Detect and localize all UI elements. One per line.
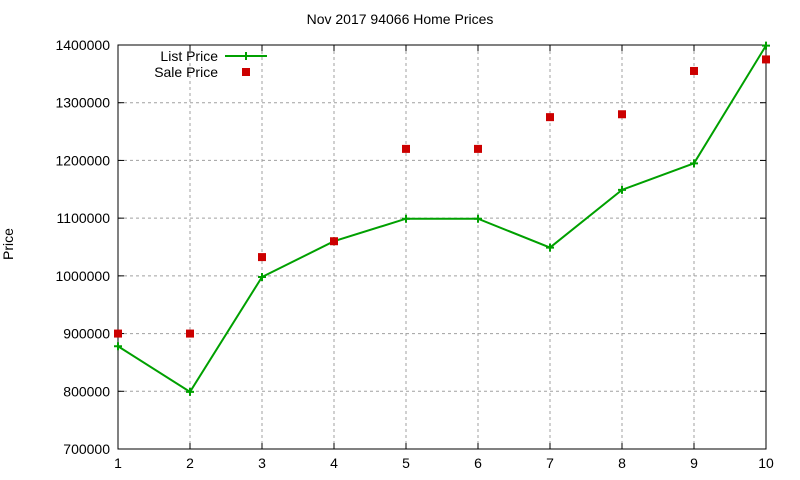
x-tick-label: 6 [474,455,482,471]
x-tick-label: 8 [618,455,626,471]
legend-cross-swatch [242,52,250,60]
y-tick-label: 900000 [63,326,110,342]
x-tick-label: 10 [758,455,774,471]
sale-price-marker [690,66,698,75]
list-price-marker [258,273,266,282]
y-tick-label: 1400000 [55,37,110,53]
list-price-marker [762,41,770,50]
sale-price-marker [618,110,626,119]
sale-price-marker [114,329,122,338]
x-tick-label: 4 [330,455,338,471]
sale-price-marker [330,237,338,246]
list-price-line [117,45,767,394]
sale-price-marker [402,144,410,153]
x-tick-label: 9 [690,455,698,471]
list-price-marker [186,387,194,396]
x-tick-label: 5 [402,455,410,471]
sale-price-marker [258,253,266,262]
y-tick-label: 1300000 [55,95,110,111]
y-tick-label: 1200000 [55,152,110,168]
list-price-marker [402,214,410,223]
chart-title: Nov 2017 94066 Home Prices [306,11,494,27]
sale-price-marker [474,144,482,153]
legend-label: Sale Price [154,64,218,80]
axes [117,44,767,450]
legend-label: List Price [160,48,218,64]
x-tick-label: 1 [114,455,122,471]
sale-price-marker [186,329,194,338]
x-tick-label: 3 [258,455,266,471]
list-price-marker [114,342,122,351]
grid-lines [118,45,766,449]
list-price-marker [474,214,482,223]
y-tick-label: 1000000 [55,268,110,284]
plot-border [117,44,767,450]
list-price-marker [618,185,626,194]
list-price-marker [546,243,554,252]
sale-price-marker [762,55,770,64]
y-tick-label: 800000 [63,383,110,399]
data-series [114,41,770,396]
sale-price-marker [546,113,554,122]
x-tick-label: 7 [546,455,554,471]
y-tick-label: 700000 [63,441,110,457]
y-tick-label: 1100000 [57,210,111,226]
tick-labels: 700000 800000 900000 1000000 1100000 1200000 1… [55,37,774,471]
list-price-marker [690,159,698,168]
x-tick-label: 2 [186,455,194,471]
legend-square-swatch [242,68,250,76]
